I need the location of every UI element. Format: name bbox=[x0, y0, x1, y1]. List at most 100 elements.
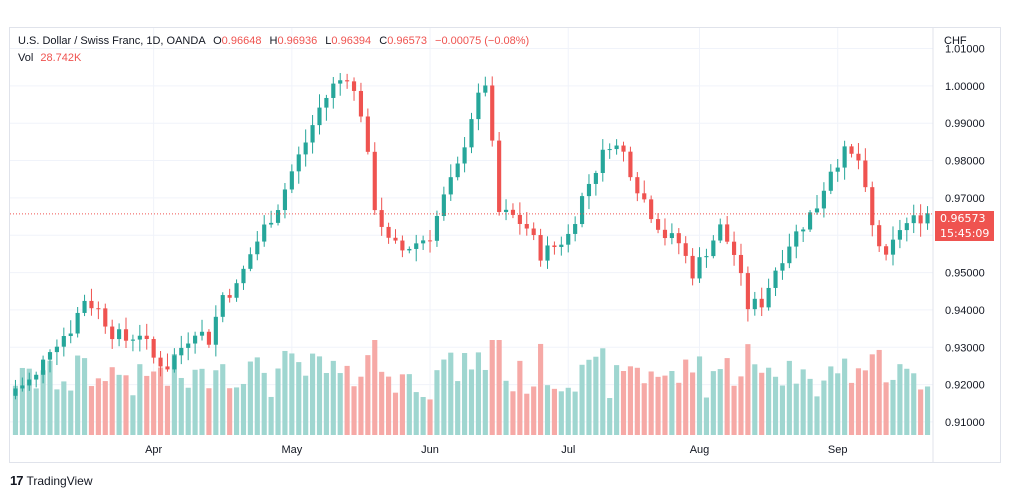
candle-body bbox=[497, 140, 502, 212]
candle-body bbox=[863, 160, 868, 188]
candle-body bbox=[870, 187, 875, 226]
legend-high-value: 0.96936 bbox=[277, 35, 318, 47]
tradingview-branding[interactable]: 17 TradingView bbox=[10, 473, 93, 488]
volume-bar bbox=[890, 379, 896, 435]
volume-bar bbox=[171, 354, 177, 435]
time-tick-label: May bbox=[281, 444, 302, 456]
volume-bar bbox=[503, 380, 509, 435]
candle-body bbox=[614, 145, 619, 150]
volume-bar bbox=[240, 383, 247, 435]
volume-bar bbox=[876, 349, 882, 435]
volume-bar bbox=[683, 359, 689, 435]
volume-bar bbox=[351, 386, 357, 435]
volume-bar bbox=[821, 380, 827, 435]
candle-body bbox=[911, 215, 916, 224]
volume-bar bbox=[544, 385, 551, 435]
candle-body bbox=[110, 326, 115, 340]
volume-bar bbox=[738, 376, 744, 435]
candle-body bbox=[54, 346, 59, 353]
candle-body bbox=[814, 208, 820, 213]
time-tick-label: Sep bbox=[828, 444, 848, 456]
candle-body bbox=[317, 107, 322, 126]
candle-body bbox=[331, 83, 336, 98]
candle-body bbox=[503, 209, 509, 212]
time-tick-label: Aug bbox=[690, 444, 710, 456]
volume-bar bbox=[842, 358, 848, 435]
volume-bar bbox=[178, 377, 184, 435]
price-tick-label: 0.93000 bbox=[945, 342, 985, 354]
volume-bar bbox=[848, 382, 855, 435]
volume-bar bbox=[669, 371, 675, 435]
candle-body bbox=[358, 90, 364, 117]
candle-body bbox=[130, 339, 135, 341]
candle-body bbox=[234, 283, 239, 298]
volume-bar bbox=[538, 343, 544, 435]
volume-bar bbox=[233, 387, 240, 435]
candle-body bbox=[303, 142, 308, 155]
time-tick-label: Apr bbox=[145, 444, 162, 456]
candle-body bbox=[483, 85, 488, 93]
volume-bar bbox=[220, 364, 226, 435]
volume-bar bbox=[496, 340, 502, 435]
legend-volume: Vol 28.742K bbox=[18, 52, 81, 64]
volume-bar bbox=[662, 375, 668, 435]
candle-body bbox=[227, 295, 232, 298]
volume-bar bbox=[75, 355, 81, 435]
volume-bar bbox=[19, 367, 25, 435]
volume-bar bbox=[696, 356, 703, 435]
volume-bar bbox=[475, 352, 481, 435]
volume-bar bbox=[213, 370, 219, 435]
candle-body bbox=[89, 300, 94, 309]
volume-bar bbox=[648, 371, 654, 435]
candle-body bbox=[545, 245, 550, 261]
candle-body bbox=[75, 312, 80, 334]
legend-close-value: 0.96573 bbox=[387, 35, 427, 47]
volume-bar bbox=[372, 340, 378, 435]
price-tick-label: 0.95000 bbox=[945, 268, 985, 280]
volume-bar bbox=[634, 367, 640, 435]
candle-body bbox=[262, 224, 267, 242]
volume-bar bbox=[68, 390, 74, 435]
candle-body bbox=[289, 171, 294, 190]
volume-bar bbox=[448, 352, 454, 435]
price-tick-label: 0.98000 bbox=[945, 156, 985, 168]
price-tick-label: 0.91000 bbox=[945, 417, 985, 429]
candle-body bbox=[559, 244, 564, 247]
volume-bar bbox=[247, 361, 253, 435]
candle-body bbox=[351, 81, 357, 91]
volume-bar bbox=[455, 381, 461, 435]
volume-bar bbox=[855, 368, 862, 435]
candle-body bbox=[123, 329, 129, 341]
volume-bar bbox=[116, 374, 122, 435]
candle-body bbox=[801, 229, 806, 232]
volume-bar bbox=[904, 368, 910, 435]
volume-bar bbox=[289, 353, 295, 435]
candle-body bbox=[524, 223, 529, 229]
volume-bar bbox=[862, 370, 868, 435]
candle-body bbox=[856, 153, 861, 161]
volume-bar bbox=[614, 365, 620, 435]
candle-body bbox=[455, 163, 460, 178]
candle-body bbox=[628, 151, 633, 178]
candle-body bbox=[206, 331, 212, 345]
volume-bar bbox=[102, 381, 108, 435]
volume-bar bbox=[752, 364, 758, 435]
candle-body bbox=[13, 388, 18, 396]
volume-bar bbox=[268, 396, 274, 435]
volume-bar bbox=[800, 369, 806, 435]
candle-body bbox=[904, 223, 909, 231]
candle-body bbox=[193, 335, 198, 344]
volume-bar bbox=[227, 388, 233, 435]
volume-bar bbox=[26, 368, 32, 435]
volume-bar bbox=[468, 369, 475, 435]
candle-body bbox=[427, 240, 433, 242]
candle-body bbox=[27, 379, 32, 386]
candle-body bbox=[925, 213, 930, 224]
tradingview-logo-icon: 17 bbox=[10, 473, 24, 488]
volume-bar bbox=[61, 381, 67, 435]
volume-bar bbox=[296, 362, 302, 435]
candle-body bbox=[897, 230, 902, 240]
volume-bar bbox=[33, 388, 39, 435]
candle-body bbox=[144, 335, 149, 340]
